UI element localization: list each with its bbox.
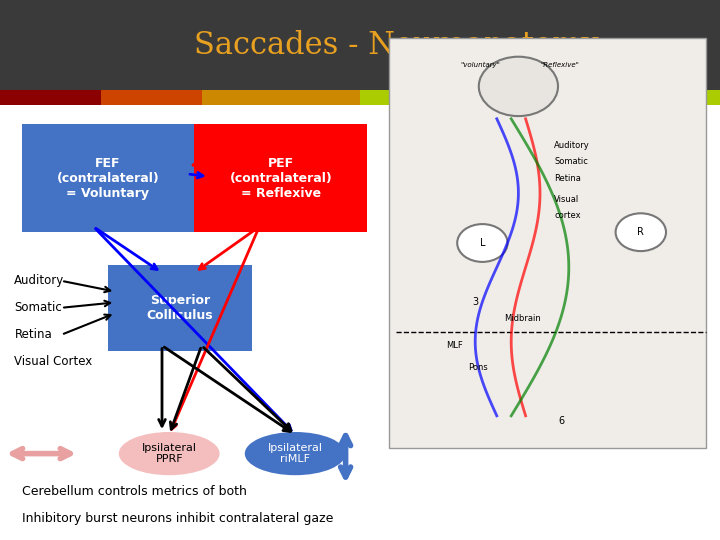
Text: Ipsilateral
riMLF: Ipsilateral riMLF — [268, 443, 323, 464]
FancyBboxPatch shape — [101, 90, 202, 105]
Text: Somatic: Somatic — [554, 158, 588, 166]
Text: 6: 6 — [559, 416, 564, 426]
Text: Auditory: Auditory — [554, 141, 590, 150]
Ellipse shape — [119, 432, 220, 475]
Text: Inhibitory burst neurons inhibit contralateral gaze: Inhibitory burst neurons inhibit contral… — [22, 512, 333, 525]
FancyBboxPatch shape — [202, 90, 360, 105]
Text: MLF: MLF — [446, 341, 463, 350]
Text: Ipsilateral
PPRF: Ipsilateral PPRF — [142, 443, 197, 464]
Text: Visual Cortex: Visual Cortex — [14, 355, 93, 368]
Text: Retina: Retina — [14, 328, 52, 341]
FancyBboxPatch shape — [0, 0, 720, 92]
Text: L: L — [480, 238, 485, 248]
Circle shape — [616, 213, 666, 251]
FancyBboxPatch shape — [194, 124, 367, 232]
Text: PEF
(contralateral)
= Reflexive: PEF (contralateral) = Reflexive — [230, 157, 332, 200]
Text: FEF
(contralateral)
= Voluntary: FEF (contralateral) = Voluntary — [57, 157, 159, 200]
Text: Superior
Colliculus: Superior Colliculus — [147, 294, 213, 322]
Text: cortex: cortex — [554, 212, 581, 220]
Text: 3: 3 — [472, 298, 478, 307]
Text: R: R — [637, 227, 644, 237]
Text: Cerebellum controls metrics of both: Cerebellum controls metrics of both — [22, 485, 246, 498]
FancyBboxPatch shape — [389, 38, 706, 448]
Text: Saccades - Neuroanatomy: Saccades - Neuroanatomy — [194, 30, 598, 62]
Text: "Reflexive": "Reflexive" — [540, 62, 579, 68]
Ellipse shape — [245, 432, 346, 475]
Text: Auditory: Auditory — [14, 274, 65, 287]
Text: Somatic: Somatic — [14, 301, 62, 314]
Text: "voluntary": "voluntary" — [461, 62, 500, 68]
FancyBboxPatch shape — [108, 265, 252, 351]
FancyBboxPatch shape — [0, 90, 101, 105]
Text: Visual: Visual — [554, 195, 580, 204]
Text: Pons: Pons — [468, 363, 487, 372]
Circle shape — [457, 224, 508, 262]
FancyBboxPatch shape — [360, 90, 720, 105]
Text: Retina: Retina — [554, 174, 581, 183]
Text: Midbrain: Midbrain — [504, 314, 541, 323]
Circle shape — [479, 57, 558, 116]
FancyBboxPatch shape — [22, 124, 194, 232]
